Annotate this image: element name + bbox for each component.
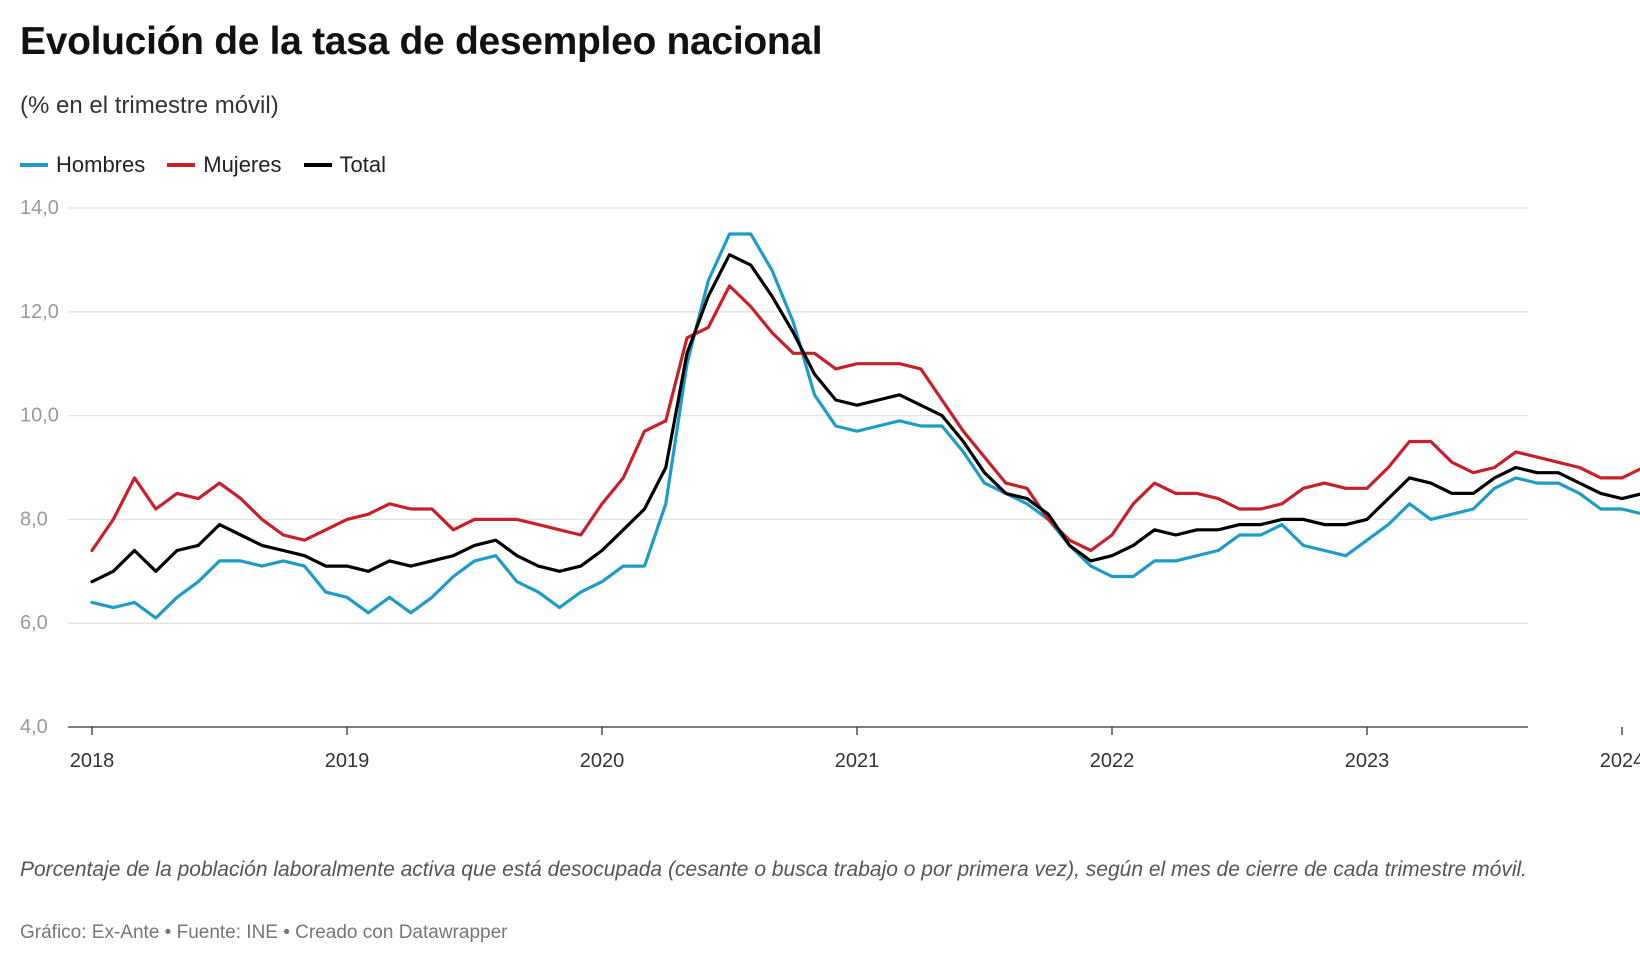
axis-layer: 4,0 6,0 8,0 10,0 12,0 14,0 2018 2019 2020 2021 202… — [20, 197, 1640, 772]
x-tick-label: 2019 — [325, 750, 370, 772]
y-tick-label: 12,0 — [20, 301, 59, 323]
line-chart: 4,0 6,0 8,0 10,0 12,0 14,0 2018 2019 2020 2021 202… — [20, 197, 1640, 772]
legend-label-hombres: Hombres — [56, 152, 146, 177]
grid-layer — [68, 207, 1528, 728]
series-line-total — [90, 253, 1640, 584]
y-tick-label: 6,0 — [20, 612, 48, 634]
legend-swatch-mujeres — [167, 163, 196, 167]
x-tick-label: 2020 — [580, 750, 625, 772]
chart-note: Porcentaje de la población laboralmente … — [20, 858, 1527, 881]
legend-swatch-total — [303, 163, 332, 167]
chart-credit: Gráfico: Ex-Ante • Fuente: INE • Creado … — [20, 922, 508, 943]
x-tick-label: 2024 — [1600, 750, 1640, 772]
legend-label-mujeres: Mujeres — [203, 152, 282, 177]
legend-label-total: Total — [339, 152, 386, 177]
x-tick-label: 2022 — [1090, 750, 1135, 772]
series-layer — [90, 232, 1640, 620]
x-tick-label: 2023 — [1345, 750, 1390, 772]
legend-item-mujeres: Mujeres — [167, 152, 282, 178]
legend-item-hombres: Hombres — [20, 152, 145, 178]
legend-swatch-hombres — [20, 163, 48, 167]
legend-item-total: Total — [303, 152, 386, 178]
y-tick-label: 8,0 — [20, 508, 48, 530]
x-tick-label: 2021 — [835, 750, 880, 772]
series-line-mujeres — [90, 284, 1640, 553]
y-tick-label: 14,0 — [20, 197, 59, 219]
series-line-hombres — [90, 232, 1640, 620]
chart-legend: Hombres Mujeres Total — [20, 152, 386, 178]
x-tick-label: 2018 — [70, 750, 115, 772]
y-tick-label: 10,0 — [20, 405, 59, 427]
chart-subtitle: (% en el trimestre móvil) — [20, 92, 279, 119]
y-tick-label: 4,0 — [20, 716, 48, 738]
chart-title: Evolución de la tasa de desempleo nacion… — [20, 20, 823, 63]
